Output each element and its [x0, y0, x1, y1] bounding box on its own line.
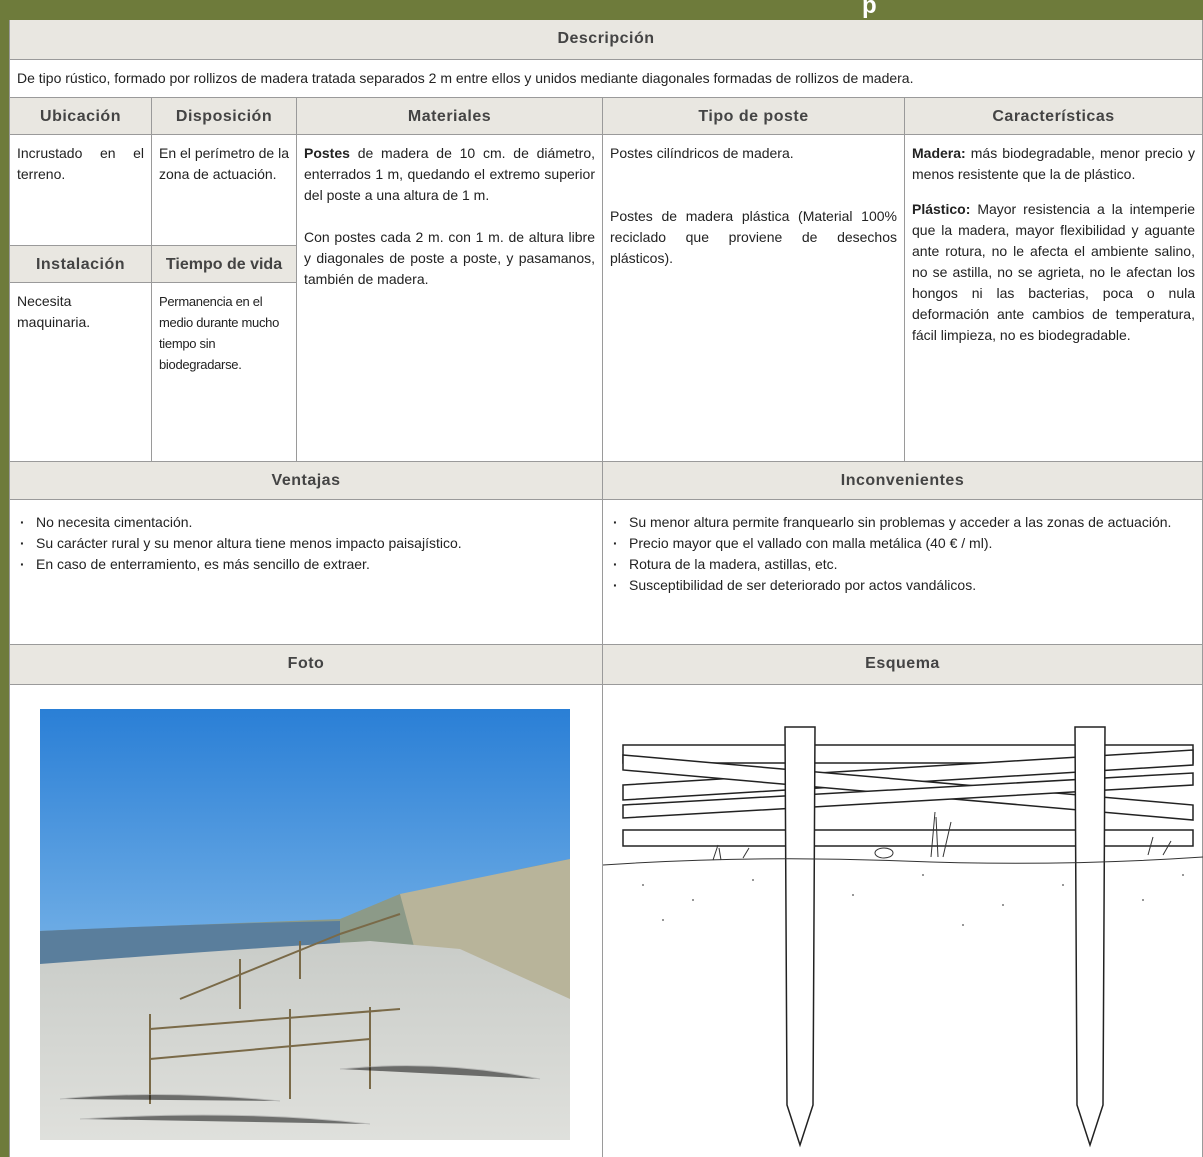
foto-header: Foto: [10, 645, 603, 685]
list-item: Rotura de la madera, astillas, etc.: [610, 554, 1195, 575]
description-header: Descripción: [10, 20, 1203, 60]
paragraph: Con postes cada 2 m. con 1 m. de altura …: [304, 229, 595, 287]
esquema-header: Esquema: [603, 645, 1203, 685]
tiempo-de-vida: Permanencia en el medio durante mucho ti…: [152, 283, 297, 462]
tiempo-header: Tiempo de vida: [152, 245, 297, 283]
description: De tipo rústico, formado por rollizos de…: [10, 60, 1203, 98]
title: p: [862, 0, 877, 19]
instalacion-header: Instalación: [10, 245, 152, 283]
photo: [40, 709, 570, 1140]
list-item: Precio mayor que el vallado con malla me…: [610, 533, 1195, 554]
column-header: Disposición: [152, 98, 297, 135]
list-item: Su menor altura permite franquearlo sin …: [610, 512, 1195, 533]
ventajas: No necesita cimentación.Su carácter rura…: [10, 500, 603, 645]
paragraph: Postes cilíndricos de madera.: [610, 145, 794, 161]
list-item: Susceptibilidad de ser deteriorado por a…: [610, 575, 1195, 596]
tipo-de-poste: Postes cilíndricos de madera. Postes de …: [603, 135, 905, 462]
list-item: No necesita cimentación.: [17, 512, 595, 533]
list: Su menor altura permite franquearlo sin …: [610, 512, 1195, 596]
instalacion: Necesita maquinaria.: [10, 283, 152, 462]
paragraph: Postes de madera de 10 cm. de diámetro, …: [304, 143, 595, 206]
bold: Postes: [304, 145, 350, 161]
paragraph: Postes de madera plástica (Material 100%…: [610, 208, 897, 266]
esquema-cell: [602, 685, 1203, 1157]
materiales: Postes de madera de 10 cm. de diámetro, …: [297, 135, 603, 462]
inconvenientes: Su menor altura permite franquearlo sin …: [603, 500, 1203, 645]
column-header: Características: [905, 98, 1203, 135]
disposicion: En el perímetro de la zona de actuación.: [152, 135, 297, 245]
text: Mayor resistencia a la intemperie que la…: [912, 201, 1195, 343]
paragraph: Madera: más biodegradable, menor precio …: [912, 143, 1195, 185]
foto-cell: [10, 685, 603, 1157]
caracteristicas: Madera: más biodegradable, menor precio …: [905, 135, 1203, 462]
left-border: [9, 20, 10, 1157]
column-header: Ubicación: [10, 98, 152, 135]
ventajas-header: Ventajas: [10, 462, 603, 500]
bold: Madera:: [912, 145, 966, 161]
bold: Plástico:: [912, 201, 971, 217]
text: de madera de 10 cm. de diámetro, enterra…: [304, 145, 595, 203]
text: más biodegradable, menor precio y menos …: [912, 145, 1195, 182]
list: No necesita cimentación.Su carácter rura…: [17, 512, 595, 575]
list-item: En caso de enterramiento, es más sencill…: [17, 554, 595, 575]
inconvenientes-header: Inconvenientes: [603, 462, 1203, 500]
ubicacion: Incrustado en el terreno.: [10, 135, 152, 245]
list-item: Su carácter rural y su menor altura tien…: [17, 533, 595, 554]
sketch: [602, 726, 1203, 1148]
left-stripe: [0, 0, 9, 1157]
column-header: Materiales: [297, 98, 603, 135]
paragraph: Plástico: Mayor resistencia a la intempe…: [912, 199, 1195, 346]
column-header: Tipo de poste: [603, 98, 905, 135]
top-bar: p: [0, 0, 1203, 20]
